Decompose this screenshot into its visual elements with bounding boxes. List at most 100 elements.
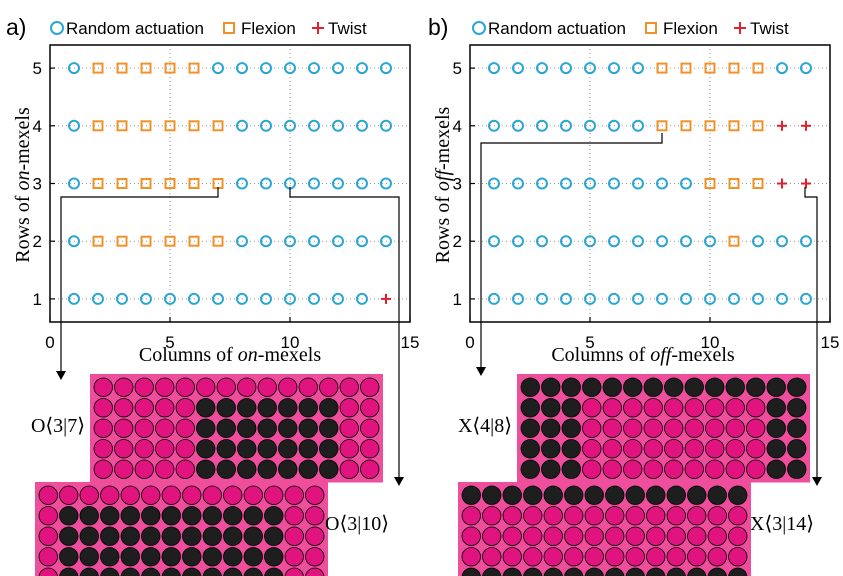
- mexel: [59, 506, 79, 526]
- random-actuation-marker: [512, 119, 524, 132]
- random-actuation-marker: [332, 62, 344, 75]
- mexel: [707, 485, 727, 505]
- mexel: [202, 506, 222, 526]
- random-actuation-marker: [656, 235, 668, 248]
- random-actuation-marker: [164, 292, 176, 305]
- mexel: [360, 459, 380, 479]
- mexel: [298, 398, 318, 418]
- mexel: [584, 506, 604, 526]
- random-actuation-marker: [680, 177, 692, 190]
- mexel: [564, 547, 584, 567]
- panel-a-ylabel: Rows of on-mexels: [12, 107, 34, 263]
- random-actuation-marker: [536, 177, 548, 190]
- random-actuation-marker: [800, 235, 812, 248]
- mexel: [134, 418, 154, 438]
- mexel: [305, 485, 325, 505]
- mexel: [787, 377, 807, 397]
- mexel: [319, 377, 339, 397]
- mexel: [523, 526, 543, 546]
- mexel: [646, 547, 666, 567]
- twist-marker: [777, 120, 787, 131]
- mexel: [175, 377, 195, 397]
- mexel: [664, 377, 684, 397]
- flexion-marker: [188, 62, 200, 74]
- random-actuation-marker: [584, 235, 596, 248]
- random-actuation-marker: [284, 235, 296, 248]
- mexel: [182, 506, 202, 526]
- twist-marker: [801, 178, 811, 189]
- panel-a-plot-area: 1 2 3 4 5: [33, 44, 411, 323]
- random-actuation-marker: [752, 235, 764, 248]
- panel-b-xtick: 5: [585, 333, 594, 352]
- mexel: [687, 485, 707, 505]
- random-actuation-marker: [584, 177, 596, 190]
- random-actuation-marker: [116, 292, 128, 305]
- legend-flexion-icon: [645, 22, 657, 34]
- mexel: [746, 439, 766, 459]
- mexel: [59, 567, 79, 576]
- random-actuation-marker: [284, 119, 296, 132]
- mexel: [134, 398, 154, 418]
- random-actuation-marker: [356, 62, 368, 75]
- mexel: [237, 398, 257, 418]
- mexel: [114, 418, 134, 438]
- mexel: [141, 567, 161, 576]
- mexel: [725, 459, 745, 479]
- mexel: [746, 377, 766, 397]
- mexel: [93, 439, 113, 459]
- mexel: [161, 526, 181, 546]
- mexel: [543, 485, 563, 505]
- mexel: [707, 506, 727, 526]
- random-actuation-marker: [632, 177, 644, 190]
- panel-a-xtick: 15: [401, 333, 420, 352]
- random-actuation-marker: [332, 177, 344, 190]
- mexel: [319, 398, 339, 418]
- mexel: [605, 526, 625, 546]
- flexion-marker: [188, 120, 200, 132]
- mexel: [766, 418, 786, 438]
- flexion-marker: [656, 120, 668, 132]
- mexel: [520, 439, 540, 459]
- mexel: [728, 485, 748, 505]
- flexion-marker: [116, 62, 128, 74]
- mexel: [646, 506, 666, 526]
- mexel: [161, 506, 181, 526]
- mexel: [298, 377, 318, 397]
- arrow-head: [56, 371, 66, 380]
- panel-a-xtick: 5: [165, 333, 174, 352]
- mexel: [602, 439, 622, 459]
- random-actuation-marker: [608, 292, 620, 305]
- mexel: [523, 547, 543, 567]
- mexel: [223, 547, 243, 567]
- random-actuation-marker: [188, 292, 200, 305]
- panel-a-xtick: 10: [281, 333, 300, 352]
- random-actuation-marker: [260, 235, 272, 248]
- mexel: [582, 439, 602, 459]
- callouts: O⟨3|7⟩ O⟨3|10⟩ X⟨4|8⟩ X⟨3|14⟩: [31, 133, 822, 576]
- flexion-marker: [728, 178, 740, 189]
- random-actuation-marker: [632, 119, 644, 132]
- mexel: [520, 418, 540, 438]
- arrow-head: [394, 477, 404, 486]
- mexel: [237, 418, 257, 438]
- flexion-marker: [680, 120, 692, 132]
- flexion-marker: [704, 62, 716, 74]
- flexion-marker: [752, 62, 764, 74]
- random-actuation-marker: [632, 292, 644, 305]
- random-actuation-marker: [332, 292, 344, 305]
- mexel: [202, 485, 222, 505]
- flexion-marker: [704, 178, 716, 189]
- mexel: [100, 567, 120, 576]
- callout-label: O⟨3|10⟩: [325, 513, 389, 535]
- mexel: [461, 485, 481, 505]
- mexel: [666, 506, 686, 526]
- mexel: [625, 485, 645, 505]
- mexel: [79, 485, 99, 505]
- mexel: [541, 439, 561, 459]
- mexel: [223, 567, 243, 576]
- random-actuation-marker: [380, 119, 392, 132]
- mexel: [161, 547, 181, 567]
- mexel: [223, 485, 243, 505]
- mexel: [502, 567, 522, 576]
- mexel: [502, 506, 522, 526]
